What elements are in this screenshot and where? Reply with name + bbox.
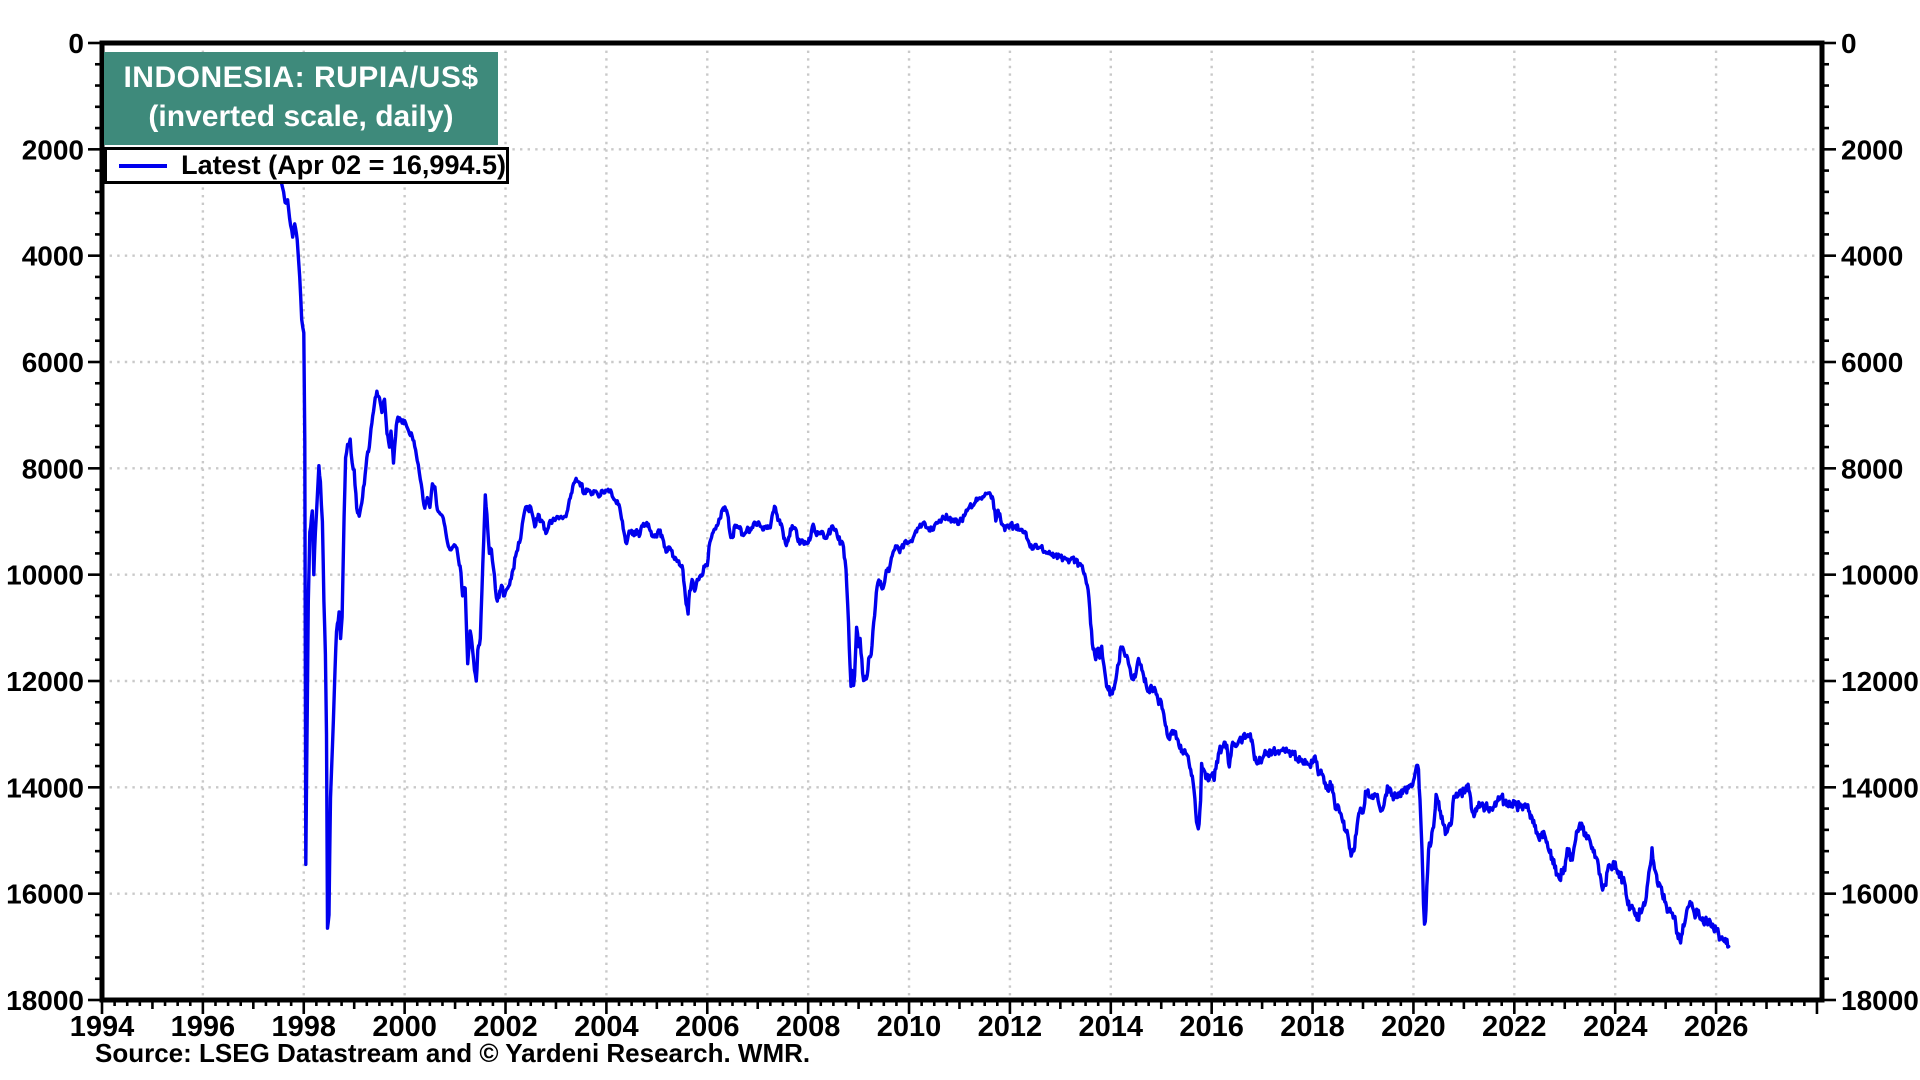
- plot-frame: [99, 40, 1825, 1003]
- svg-text:14000: 14000: [6, 772, 84, 803]
- svg-text:18000: 18000: [6, 985, 84, 1016]
- legend-label: Latest (Apr 02 = 16,994.5): [181, 150, 506, 180]
- svg-text:2026: 2026: [1684, 1011, 1749, 1043]
- svg-text:4000: 4000: [22, 241, 84, 272]
- svg-text:14000: 14000: [1841, 772, 1919, 803]
- svg-text:0: 0: [68, 28, 84, 59]
- svg-text:12000: 12000: [1841, 666, 1919, 697]
- svg-text:2000: 2000: [1841, 134, 1903, 165]
- axis-ticks: [88, 41, 1836, 1014]
- chart-title-box: INDONESIA: RUPIA/US$ (inverted scale, da…: [104, 52, 498, 145]
- svg-text:16000: 16000: [6, 879, 84, 910]
- svg-text:2004: 2004: [574, 1011, 639, 1043]
- svg-text:2022: 2022: [1482, 1011, 1547, 1043]
- svg-text:1994: 1994: [70, 1011, 135, 1043]
- svg-text:12000: 12000: [6, 666, 84, 697]
- chart-title-line2: (inverted scale, daily): [148, 100, 454, 133]
- svg-text:4000: 4000: [1841, 241, 1903, 272]
- svg-text:1996: 1996: [171, 1011, 236, 1043]
- svg-text:2012: 2012: [978, 1011, 1043, 1043]
- legend-line-sample: [119, 163, 168, 168]
- svg-text:8000: 8000: [1841, 453, 1903, 484]
- svg-text:2010: 2010: [877, 1011, 942, 1043]
- legend: Latest (Apr 02 = 16,994.5): [104, 147, 509, 184]
- source-text: Source: LSEG Datastream and © Yardeni Re…: [95, 1038, 811, 1068]
- svg-text:2006: 2006: [675, 1011, 740, 1043]
- chart-title-line1: INDONESIA: RUPIA/US$: [123, 61, 479, 94]
- svg-text:6000: 6000: [1841, 347, 1903, 378]
- gridlines: [102, 43, 1822, 1000]
- svg-text:2008: 2008: [776, 1011, 841, 1043]
- rupiah-line: [102, 153, 1731, 949]
- svg-text:10000: 10000: [6, 560, 84, 591]
- svg-text:16000: 16000: [1841, 879, 1919, 910]
- axis-tick-labels: 1994 1996 1998 2000 2002 2004 2006 2008 2010 2012…: [6, 28, 1919, 1043]
- svg-text:2016: 2016: [1179, 1011, 1244, 1043]
- svg-text:0: 0: [1841, 28, 1857, 59]
- svg-text:18000: 18000: [1841, 985, 1919, 1016]
- svg-text:2024: 2024: [1583, 1011, 1648, 1043]
- svg-text:8000: 8000: [22, 453, 84, 484]
- svg-text:2002: 2002: [473, 1011, 538, 1043]
- svg-text:6000: 6000: [22, 347, 84, 378]
- svg-text:2020: 2020: [1381, 1011, 1446, 1043]
- svg-text:2014: 2014: [1079, 1011, 1144, 1043]
- svg-text:1998: 1998: [272, 1011, 337, 1043]
- svg-text:2000: 2000: [22, 134, 84, 165]
- svg-text:10000: 10000: [1841, 560, 1919, 591]
- svg-text:2018: 2018: [1280, 1011, 1345, 1043]
- svg-text:2000: 2000: [372, 1011, 437, 1043]
